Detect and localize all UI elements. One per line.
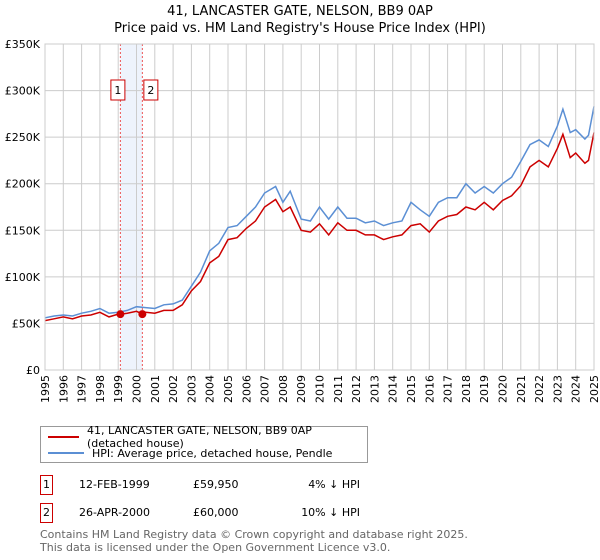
x-tick-label: 2014 [387,375,400,403]
sale-badge-label: 1 [114,84,121,97]
legend: 41, LANCASTER GATE, NELSON, BB9 0AP (det… [40,424,368,463]
y-tick-label: £100K [5,271,41,284]
sale-badge [110,79,126,101]
x-tick-label: 1995 [39,375,52,403]
x-tick-label: 2011 [332,375,345,403]
x-tick-label: 2021 [515,375,528,403]
series-line [44,106,595,319]
chart-title: 41, LANCASTER GATE, NELSON, BB9 0AP [167,4,433,19]
transaction-badge: 1 [40,475,53,495]
sale-badge [143,79,159,101]
transaction-date: 26-APR-2000 [79,506,151,519]
x-tick-label: 2001 [149,375,162,403]
sale-badge-label: 2 [147,84,154,97]
y-tick-label: £150K [5,224,41,237]
x-tick-label: 2000 [131,375,144,403]
x-tick-label: 1998 [94,375,107,403]
legend-label: 41, LANCASTER GATE, NELSON, BB9 0AP (det… [87,424,312,450]
x-tick-label: 1997 [76,375,89,403]
sale-point [138,310,147,319]
x-tick-label: 2019 [478,375,491,403]
x-tick-label: 2007 [259,375,272,403]
x-tick-label: 2015 [405,375,418,403]
transaction-date: 12-FEB-1999 [79,478,150,491]
footer-copyright: Contains HM Land Registry data © Crown c… [40,528,468,541]
x-tick-label: 2023 [551,375,564,403]
y-tick-label: £50K [12,317,41,330]
x-tick-label: 1999 [112,375,125,403]
x-tick-label: 2025 [588,375,600,403]
transaction-price: £59,950 [193,478,239,491]
x-tick-label: 2012 [350,375,363,403]
x-tick-label: 2005 [222,375,235,403]
y-tick-label: £0 [26,364,40,377]
transaction-hpi-diff: 4% ↓ HPI [308,478,360,491]
legend-item-property: 41, LANCASTER GATE, NELSON, BB9 0AP (det… [48,424,367,450]
x-tick-label: 2016 [423,375,436,403]
legend-swatch-blue [48,452,84,454]
x-tick-label: 2008 [277,375,290,403]
footer: Contains HM Land Registry data © Crown c… [40,528,468,554]
x-tick-label: 2010 [314,375,327,403]
x-tick-label: 1996 [57,375,70,403]
transaction-row: 2 26-APR-2000 £60,000 10% ↓ HPI [40,503,600,523]
x-tick-label: 2003 [185,375,198,403]
x-tick-label: 2020 [497,375,510,403]
y-tick-label: £350K [5,38,41,51]
transaction-price: £60,000 [193,506,239,519]
x-tick-label: 2017 [442,375,455,403]
y-tick-label: £200K [5,178,41,191]
x-tick-label: 2013 [368,375,381,403]
transaction-row: 1 12-FEB-1999 £59,950 4% ↓ HPI [40,475,600,495]
price-chart: 1995 1996 1997 1998 1999 2000 2001 2002 2003 2004… [5,38,600,403]
legend-item-hpi: HPI: Average price, detached house, Pend… [48,446,332,460]
transaction-hpi-diff: 10% ↓ HPI [301,506,360,519]
x-tick-label: 2018 [460,375,473,403]
y-tick-label: £250K [5,131,41,144]
series-line [44,132,595,322]
x-tick-label: 2022 [533,375,546,403]
footer-licence: This data is licensed under the Open Gov… [40,541,391,554]
x-tick-label: 2009 [295,375,308,403]
x-tick-label: 2006 [240,375,253,403]
transaction-badge: 2 [40,503,53,523]
x-tick-label: 2024 [570,375,583,403]
chart-subtitle: Price paid vs. HM Land Registry's House … [114,21,486,36]
y-tick-label: £300K [5,85,41,98]
x-tick-label: 2002 [167,375,180,403]
legend-label: HPI: Average price, detached house, Pend… [92,446,333,460]
sale-point [116,310,125,319]
legend-swatch-red [48,436,79,438]
x-tick-label: 2004 [204,375,217,403]
plot-frame [44,43,595,371]
